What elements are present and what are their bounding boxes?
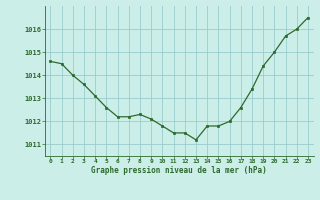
X-axis label: Graphe pression niveau de la mer (hPa): Graphe pression niveau de la mer (hPa) [91, 166, 267, 175]
